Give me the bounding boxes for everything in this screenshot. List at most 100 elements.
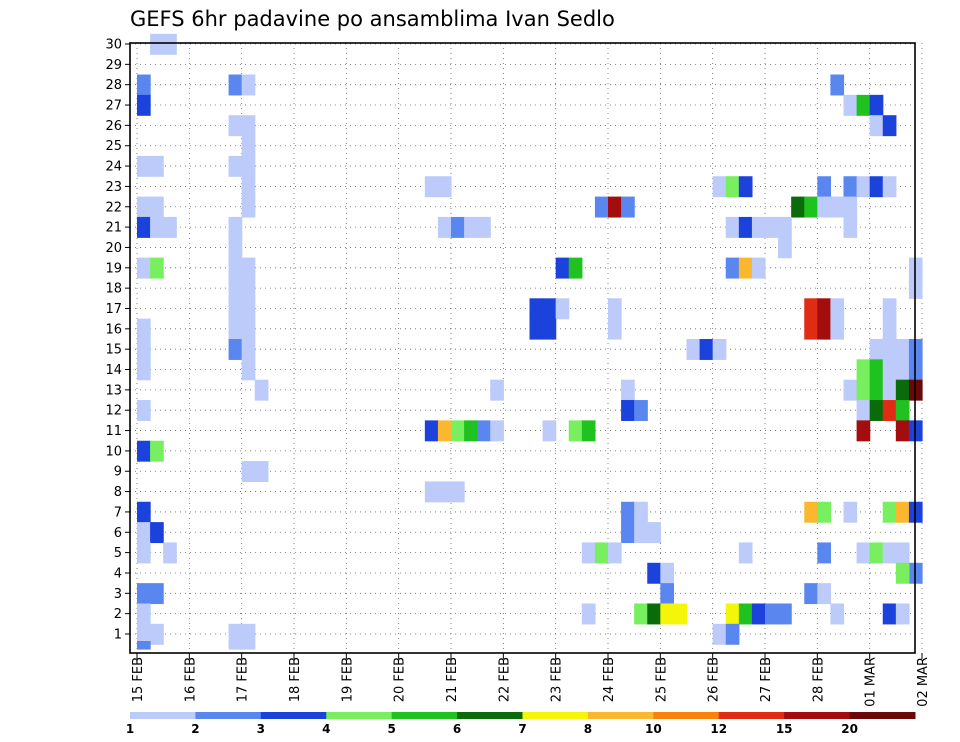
heatmap-cell (725, 176, 740, 198)
y-tick-label: 5 (114, 546, 122, 561)
heatmap-cell (568, 420, 583, 442)
heatmap-cell (869, 176, 884, 198)
y-tick-label: 8 (114, 485, 122, 500)
colorbar-swatch (195, 712, 262, 719)
heatmap-cell (594, 196, 609, 218)
heatmap-cell (817, 196, 832, 218)
heatmap-cell (241, 641, 256, 650)
heatmap-cell (725, 257, 740, 279)
heatmap-cell (725, 623, 740, 645)
y-tick-label: 1 (114, 628, 122, 643)
x-tick-label: 27 FEB (759, 657, 774, 702)
x-tick-label: 01 MAR (864, 657, 879, 707)
heatmap-cell (817, 176, 832, 198)
heatmap-cell (137, 440, 151, 462)
heatmap-cell (424, 176, 439, 198)
heatmap-cell (241, 359, 256, 381)
heatmap-cell (856, 420, 871, 442)
x-tick-label: 17 FEB (236, 657, 251, 702)
heatmap-cell (751, 257, 766, 279)
colorbar-label: 6 (453, 722, 461, 736)
x-tick-label: 20 FEB (393, 657, 408, 702)
heatmap-cell (228, 74, 243, 96)
heatmap-cell (228, 257, 243, 279)
heatmap-cell (856, 94, 871, 116)
heatmap-cell (424, 481, 439, 503)
heatmap-cell (542, 318, 557, 340)
heatmap-cell (882, 400, 897, 421)
heatmap-cell (137, 641, 151, 650)
y-tick-label: 7 (114, 505, 122, 520)
heatmap-cell (647, 603, 661, 625)
heatmap-cell (464, 420, 478, 442)
heatmap-cell (895, 400, 910, 421)
heatmap-cell (895, 501, 910, 523)
heatmap-cell (895, 359, 910, 381)
colorbar-swatch (457, 712, 523, 719)
heatmap-cell (581, 420, 596, 442)
heatmap-cell (621, 501, 635, 523)
heatmap-cell (830, 318, 845, 340)
heatmap-cell (137, 623, 151, 645)
heatmap-cell (608, 298, 622, 320)
heatmap-cell (843, 216, 858, 238)
heatmap-cell (150, 583, 164, 605)
heatmap-cell (804, 298, 818, 320)
heatmap-cell (555, 257, 570, 279)
heatmap-cell (869, 359, 884, 381)
heatmap-cell (451, 420, 465, 442)
heatmap-cell (228, 318, 243, 340)
heatmap-cell (581, 603, 596, 625)
heatmap-cell (895, 379, 910, 401)
heatmap-cell (150, 623, 164, 645)
heatmap-cell (163, 216, 177, 238)
heatmap-cell (621, 379, 635, 401)
y-tick-label: 14 (105, 363, 122, 378)
heatmap-cell (869, 542, 884, 564)
heatmap-cell (751, 216, 766, 238)
heatmap-cell (895, 420, 910, 442)
heatmap-cell (882, 359, 897, 381)
y-tick-label: 10 (105, 444, 122, 459)
heatmap-cell (241, 318, 256, 340)
heatmap-cell (451, 216, 465, 238)
heatmap-cell (882, 339, 897, 360)
heatmap-cell (634, 522, 648, 544)
heatmap-cell (804, 318, 818, 340)
y-tick-label: 11 (105, 424, 122, 439)
colorbar-swatch (326, 712, 393, 719)
colorbar-swatch (130, 712, 196, 719)
heatmap-cell (882, 379, 897, 401)
heatmap-cell (241, 155, 256, 177)
heatmap-cell (712, 623, 727, 645)
heatmap-cell (241, 339, 256, 360)
heatmap-cell (137, 400, 151, 421)
heatmap-cell (150, 196, 164, 218)
heatmap-cell (542, 298, 557, 320)
colorbar-swatch (260, 712, 327, 719)
heatmap-cell (634, 603, 648, 625)
colorbar-swatch (784, 712, 851, 719)
y-tick-label: 17 (105, 302, 122, 317)
heatmap-cell (856, 379, 871, 401)
heatmap-cell (895, 542, 910, 564)
heatmap-cell (738, 216, 753, 238)
x-tick-label: 19 FEB (340, 657, 355, 702)
heatmap-cell (660, 583, 675, 605)
heatmap-cell (778, 603, 792, 625)
heatmap-cells (137, 33, 923, 650)
heatmap-cell (869, 94, 884, 116)
heatmap-cell (254, 379, 269, 401)
heatmap-cell (451, 481, 465, 503)
heatmap-cell (738, 542, 753, 564)
heatmap-cell (621, 522, 635, 544)
heatmap-cell (241, 461, 256, 483)
heatmap-cell (738, 176, 753, 198)
heatmap-cell (137, 196, 151, 218)
heatmap-cell (163, 542, 177, 564)
heatmap-cell (424, 420, 439, 442)
heatmap-cell (137, 216, 151, 238)
x-tick-label: 02 MAR (916, 657, 931, 707)
heatmap-cell (477, 420, 491, 442)
colorbar-label: 3 (257, 722, 265, 736)
